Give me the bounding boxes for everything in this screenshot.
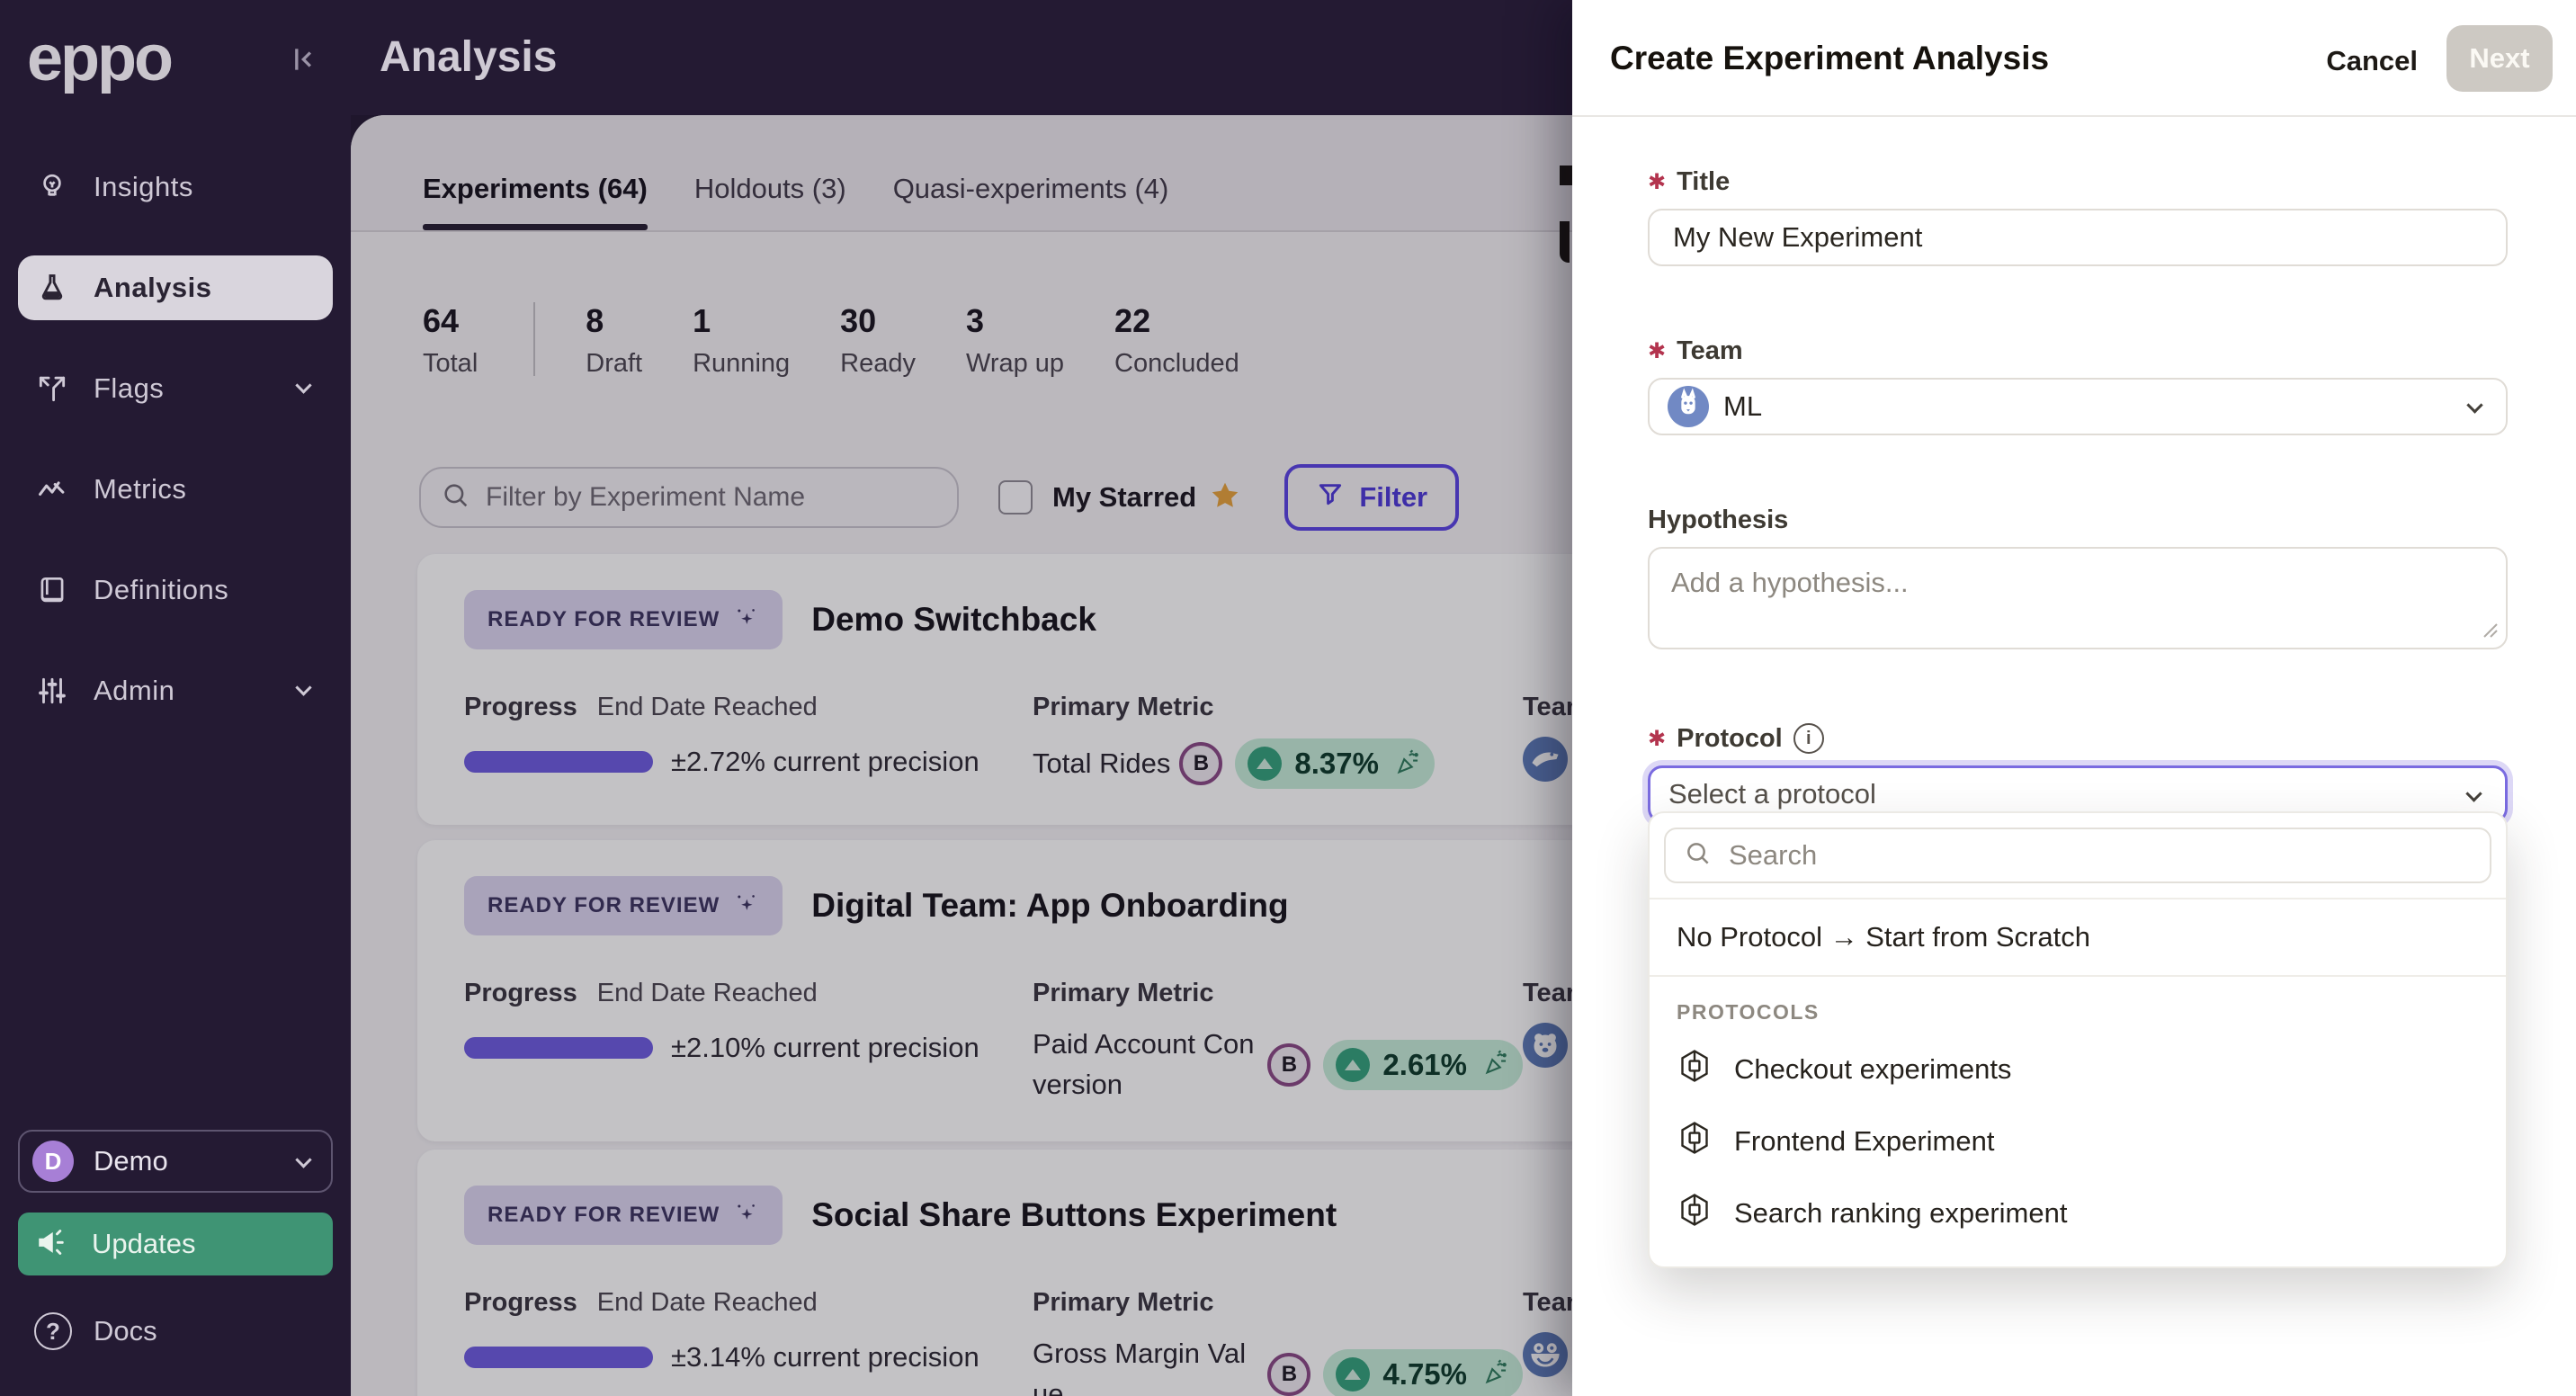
protocol-option-frontend[interactable]: Frontend Experiment bbox=[1650, 1105, 2506, 1177]
page-title: Analysis bbox=[380, 32, 557, 82]
app-root: eppo Insights Analysis Flags bbox=[0, 0, 2576, 1396]
sidebar-item-metrics[interactable]: Metrics bbox=[18, 457, 333, 522]
chevron-down-icon bbox=[2468, 788, 2480, 804]
llama-avatar bbox=[1668, 386, 1709, 427]
title-field-group: ✱ Title bbox=[1648, 167, 2508, 266]
team-field-label: Team bbox=[1677, 336, 1743, 366]
modal-title: Create Experiment Analysis bbox=[1610, 40, 2049, 77]
protocol-option-checkout[interactable]: Checkout experiments bbox=[1650, 1034, 2506, 1105]
required-marker: ✱ bbox=[1648, 169, 1666, 195]
chevron-down-icon bbox=[2469, 399, 2481, 416]
sidebar-item-label: Definitions bbox=[94, 574, 228, 606]
sidebar-item-label: Flags bbox=[94, 372, 164, 405]
protocol-hexagon-icon bbox=[1677, 1120, 1713, 1163]
protocol-field-group: ✱ Protocol i Select a protocol bbox=[1648, 724, 2508, 823]
protocol-hexagon-icon bbox=[1677, 1048, 1713, 1091]
protocol-select-placeholder: Select a protocol bbox=[1668, 778, 1876, 810]
modal-header: Create Experiment Analysis Cancel Next bbox=[1572, 0, 2576, 117]
cancel-button[interactable]: Cancel bbox=[2326, 45, 2418, 77]
workspace-selector[interactable]: D Demo bbox=[18, 1130, 333, 1193]
team-select[interactable]: ML bbox=[1648, 378, 2508, 435]
resize-handle-icon[interactable] bbox=[2479, 619, 2499, 643]
protocol-field-label: Protocol bbox=[1677, 724, 1783, 754]
updates-button[interactable]: Updates bbox=[18, 1213, 333, 1275]
eppo-logo: eppo bbox=[27, 22, 171, 95]
chevron-down-icon bbox=[298, 380, 309, 396]
no-protocol-option[interactable]: No Protocol → Start from Scratch bbox=[1650, 899, 2506, 975]
search-icon bbox=[1684, 839, 1713, 872]
sidebar-nav: Insights Analysis Flags Metrics bbox=[0, 155, 351, 759]
sidebar-item-insights[interactable]: Insights bbox=[18, 155, 333, 219]
sidebar-item-label: Insights bbox=[94, 171, 193, 203]
protocol-search-input[interactable]: Search bbox=[1664, 828, 2491, 883]
sliders-icon bbox=[34, 673, 70, 709]
sidebar-item-label: Admin bbox=[94, 675, 174, 707]
workspace-avatar: D bbox=[32, 1141, 74, 1182]
workspace-name: Demo bbox=[94, 1145, 168, 1177]
docs-label: Docs bbox=[94, 1315, 157, 1347]
modal-body: ✱ Title ✱ Team ML Hypothesis bbox=[1572, 117, 2576, 823]
protocol-search-placeholder: Search bbox=[1729, 839, 1817, 872]
sidebar: eppo Insights Analysis Flags bbox=[0, 0, 351, 1396]
book-icon bbox=[34, 572, 70, 608]
info-icon[interactable]: i bbox=[1793, 723, 1824, 754]
required-marker: ✱ bbox=[1648, 338, 1666, 364]
title-input[interactable] bbox=[1648, 209, 2508, 266]
hypothesis-field-group: Hypothesis bbox=[1648, 506, 2508, 654]
sidebar-item-flags[interactable]: Flags bbox=[18, 356, 333, 421]
chevron-down-icon bbox=[298, 682, 309, 698]
updates-label: Updates bbox=[92, 1228, 195, 1260]
hypothesis-field-label: Hypothesis bbox=[1648, 506, 1788, 535]
protocol-dropdown: Search No Protocol → Start from Scratch … bbox=[1648, 811, 2508, 1268]
protocol-option-search-ranking[interactable]: Search ranking experiment bbox=[1650, 1177, 2506, 1249]
trend-line-icon bbox=[34, 471, 70, 507]
required-marker: ✱ bbox=[1648, 726, 1666, 752]
sidebar-bottom: D Demo Updates ? Docs bbox=[0, 1130, 351, 1396]
megaphone-icon bbox=[34, 1224, 70, 1265]
sidebar-item-analysis[interactable]: Analysis bbox=[18, 255, 333, 320]
team-select-value: ML bbox=[1723, 390, 1762, 423]
chevron-down-icon bbox=[298, 1154, 309, 1170]
next-button[interactable]: Next bbox=[2446, 25, 2553, 92]
protocols-section-label: PROTOCOLS bbox=[1677, 1000, 2479, 1025]
lightbulb-icon bbox=[34, 169, 70, 205]
hypothesis-textarea[interactable] bbox=[1648, 547, 2508, 649]
divider bbox=[1650, 975, 2506, 977]
sidebar-item-label: Metrics bbox=[94, 473, 186, 506]
split-arrows-icon bbox=[34, 371, 70, 407]
sidebar-item-label: Analysis bbox=[94, 272, 212, 304]
sidebar-item-admin[interactable]: Admin bbox=[18, 658, 333, 723]
create-experiment-analysis-modal: Create Experiment Analysis Cancel Next ✱… bbox=[1572, 0, 2576, 1396]
sidebar-item-definitions[interactable]: Definitions bbox=[18, 558, 333, 622]
docs-link[interactable]: ? Docs bbox=[18, 1302, 333, 1360]
flask-icon bbox=[34, 270, 70, 306]
protocol-hexagon-icon bbox=[1677, 1192, 1713, 1235]
question-mark-icon: ? bbox=[34, 1312, 72, 1350]
title-field-label: Title bbox=[1677, 167, 1730, 197]
team-field-group: ✱ Team ML bbox=[1648, 336, 2508, 435]
collapse-sidebar-icon[interactable] bbox=[282, 41, 318, 77]
